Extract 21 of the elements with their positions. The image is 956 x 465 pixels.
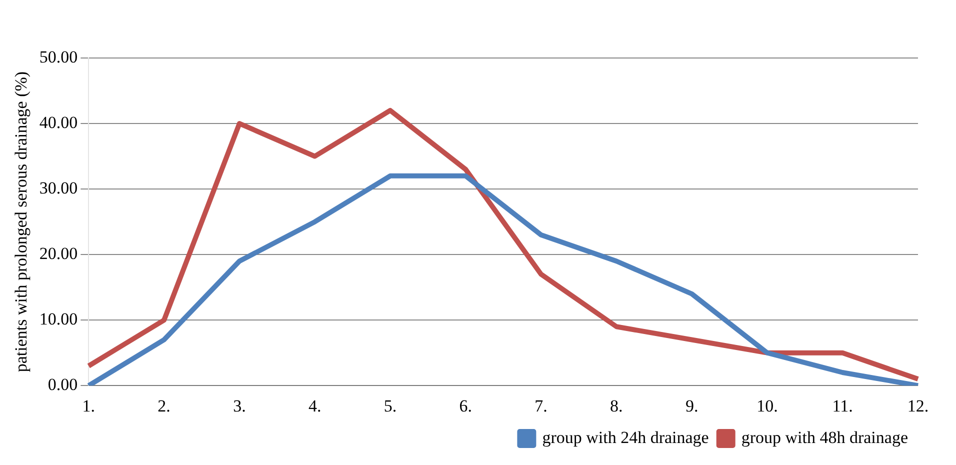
x-tick-label: 3. (233, 396, 246, 416)
x-tick-label: 5. (384, 396, 397, 416)
x-tick-label: 11. (832, 396, 853, 416)
y-tick-label: 40.00 (39, 112, 78, 132)
x-tick-label: 12. (907, 396, 929, 416)
y-axis-title: patients with prolonged serous drainage (%) (12, 71, 31, 372)
y-tick-label: 0.00 (48, 375, 78, 394)
y-tick-label: 20.00 (39, 244, 78, 264)
legend-label: group with 24h drainage (542, 428, 709, 447)
y-tick-label: 10.00 (39, 310, 78, 329)
x-tick-label: 9. (685, 396, 698, 416)
x-tick-label: 2. (158, 396, 170, 416)
x-tick-label: 1. (82, 396, 96, 416)
x-tick-label: 4. (308, 396, 322, 416)
x-tick-label: 8. (610, 396, 623, 416)
legend-label: group with 48h drainage (741, 428, 908, 447)
x-tick-label: 7. (534, 396, 548, 416)
x-tick-label: 6. (459, 396, 472, 416)
x-tick-label: 10. (756, 396, 778, 416)
y-tick-label: 50.00 (39, 47, 78, 66)
y-tick-label: 30.00 (39, 178, 78, 198)
